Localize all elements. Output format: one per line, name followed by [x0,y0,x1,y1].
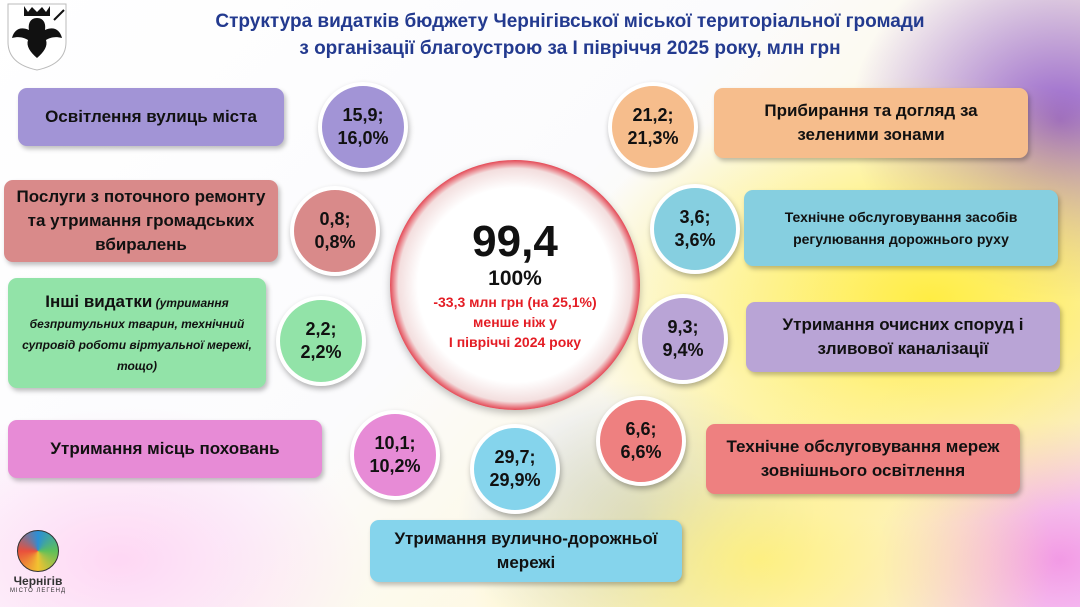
total-percent: 100% [488,267,542,290]
value: 2,2; [305,319,337,339]
change-line-1: -33,3 млн грн (на 25,1%) [433,294,597,310]
value: 6,6; [625,419,657,439]
title-line-1: Структура видатків бюджету Чернігівської… [215,11,925,32]
share: 2,2% [300,342,342,362]
value-circle-street-lighting: 15,9; 16,0% [318,82,408,172]
change-note: -33,3 млн грн (на 25,1%) менше ніж у І п… [425,292,605,352]
share: 29,9% [489,470,541,490]
category-label: Утримання очисних споруд і зливової кана… [782,315,1024,358]
share: 3,6% [674,230,716,250]
category-label-bold: Інші видатки [45,292,153,311]
value: 29,7; [494,447,536,467]
share: 0,8% [314,232,356,252]
value: 21,2; [632,105,674,125]
chernihiv-logo: Чернігів МІСТО ЛЕГЕНД [6,530,70,594]
category-label: Утримання місць поховань [50,439,280,458]
logo-tagline: МІСТО ЛЕГЕНД [9,588,67,594]
value-circle-external-lighting-networks: 6,6; 6,6% [596,396,686,486]
change-line-3: І півріччі 2024 року [448,334,582,350]
category-label: Технічне обслуговування засобів регулюва… [784,209,1018,247]
value-circle-public-toilets: 0,8; 0,8% [290,186,380,276]
category-box-road-network: Утримання вулично-дорожньої мережі [370,520,682,582]
value-circle-road-network: 29,7; 29,9% [470,424,560,514]
yarn-ball-icon [17,530,59,572]
category-box-green-zones: Прибирання та догляд за зеленими зонами [714,88,1028,158]
value-circle-traffic-control: 3,6; 3,6% [650,184,740,274]
share: 6,6% [620,442,662,462]
value: 15,9; [342,105,384,125]
category-box-external-lighting-networks: Технічне обслуговування мереж зовнішньог… [706,424,1020,494]
value-circle-other-expenses: 2,2; 2,2% [276,296,366,386]
value: 3,6; [679,207,711,227]
category-box-traffic-control: Технічне обслуговування засобів регулюва… [744,190,1058,266]
category-label: Технічне обслуговування мереж зовнішньог… [726,437,1000,480]
category-box-public-toilets: Послуги з поточного ремонту та утримання… [4,180,278,262]
value: 9,3; [667,317,699,337]
chernihiv-coat-of-arms-icon [7,3,67,71]
category-box-cemeteries: Утримання місць поховань [8,420,322,478]
value-circle-green-zones: 21,2; 21,3% [608,82,698,172]
total-value: 99,4 [472,217,558,266]
total-circle: 99,4 100% -33,3 млн грн (на 25,1%) менше… [390,160,640,410]
total-circle-inner: 99,4 100% -33,3 млн грн (на 25,1%) менше… [418,188,612,382]
logo-name: Чернігів [13,574,63,588]
category-box-other-expenses: Інші видатки (утримання безпритульних тв… [8,278,266,388]
share: 9,4% [662,340,704,360]
category-label: Утримання вулично-дорожньої мережі [394,529,658,572]
share: 16,0% [337,128,389,148]
share: 21,3% [627,128,679,148]
value-circle-sewage-treatment: 9,3; 9,4% [638,294,728,384]
category-box-sewage-treatment: Утримання очисних споруд і зливової кана… [746,302,1060,372]
category-label-note: (утримання безпритульних тварин, технічн… [22,296,252,373]
page-title: Структура видатків бюджету Чернігівської… [160,8,980,62]
value-circle-cemeteries: 10,1; 10,2% [350,410,440,500]
change-line-2: менше ніж у [473,314,557,330]
category-label: Інші видатки (утримання безпритульних тв… [20,291,254,375]
title-line-2: з організації благоустрою за І півріччя … [299,38,841,59]
category-label: Прибирання та догляд за зеленими зонами [764,101,978,144]
category-label: Освітлення вулиць міста [45,107,257,126]
value: 0,8; [319,209,351,229]
share: 10,2% [369,456,421,476]
category-label: Послуги з поточного ремонту та утримання… [16,187,266,254]
category-box-street-lighting: Освітлення вулиць міста [18,88,284,146]
value: 10,1; [374,433,416,453]
